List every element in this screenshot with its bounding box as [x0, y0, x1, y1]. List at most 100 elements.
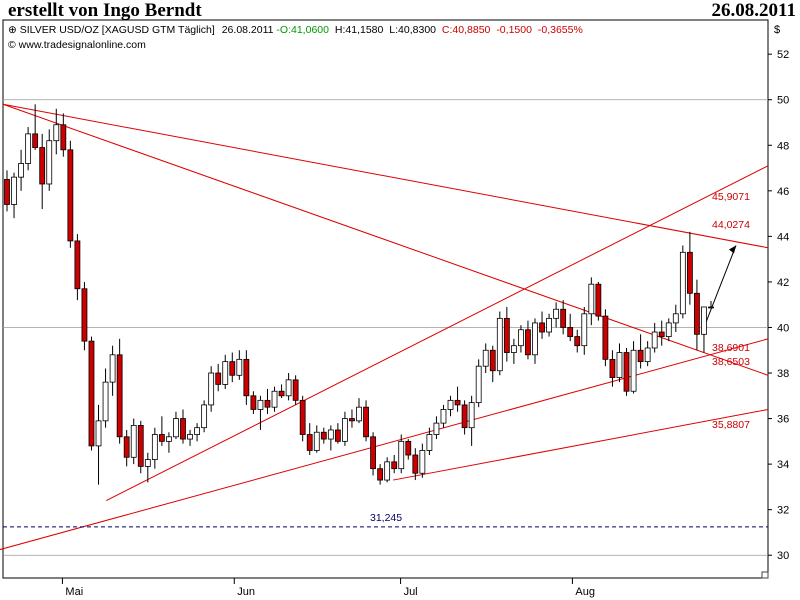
candle	[130, 418, 137, 465]
candle	[180, 409, 186, 444]
high-value: H:41,1580	[335, 24, 384, 36]
candle-body	[609, 358, 616, 378]
candle-body	[123, 436, 130, 458]
candle-body	[532, 322, 538, 356]
candle-body	[74, 240, 81, 290]
price-label: 31,245	[370, 512, 402, 524]
candle	[158, 416, 165, 446]
candle-body	[67, 149, 74, 242]
candle-body	[4, 179, 10, 205]
resize-handle-icon[interactable]	[761, 571, 769, 579]
candle-body	[665, 322, 672, 337]
candle	[123, 429, 130, 467]
candle	[46, 129, 53, 191]
candle	[440, 404, 447, 428]
source-credit: © www.tradesignalonline.com	[8, 39, 146, 51]
candle	[398, 434, 405, 474]
candle-body	[25, 133, 32, 164]
candle	[672, 304, 679, 333]
low-value: L:40,8300	[389, 24, 436, 36]
candle	[11, 172, 17, 219]
candle	[334, 423, 341, 444]
candle	[581, 306, 588, 355]
candle-body	[166, 436, 172, 442]
candles	[4, 104, 714, 485]
candle-body	[525, 329, 531, 356]
candle	[173, 411, 179, 440]
arrow-head-icon	[729, 245, 736, 254]
candle	[208, 366, 215, 412]
candle-body	[377, 468, 384, 481]
candle-body	[616, 352, 623, 378]
candle-body	[679, 251, 686, 315]
plot-area	[2, 19, 769, 579]
candle-body	[574, 336, 581, 347]
y-tick-label: 30	[777, 550, 789, 562]
candle	[454, 386, 461, 412]
candle	[595, 281, 602, 321]
currency-label: $	[774, 24, 780, 36]
candle-body	[81, 288, 88, 342]
candle-body	[257, 399, 264, 410]
candle	[18, 149, 24, 191]
candle	[686, 231, 693, 305]
candle	[363, 400, 369, 442]
candle	[243, 350, 250, 405]
price-label: 38,6901	[712, 342, 750, 354]
candle	[236, 350, 243, 380]
y-tick-label: 44	[777, 231, 789, 243]
instrument-date: 26.08.2011	[222, 24, 274, 36]
y-tick-label: 38	[777, 368, 789, 380]
candle	[95, 404, 102, 485]
candle	[532, 318, 538, 364]
candle	[306, 423, 313, 456]
candle	[285, 373, 292, 401]
price-labels: 45,9071 44,0274 38,6901 38,6503 35,8807 31,24…	[370, 191, 750, 524]
candle	[53, 108, 60, 155]
candle-body	[489, 349, 496, 372]
x-tick-label: Aug	[575, 586, 595, 598]
author-title: erstellt von Ingo Berndt	[8, 0, 202, 21]
candle	[553, 302, 560, 328]
candle	[694, 279, 700, 351]
candle	[574, 329, 581, 353]
candle-body	[658, 331, 665, 337]
candle	[102, 368, 109, 428]
candle-body	[201, 404, 208, 429]
candle-body	[130, 425, 137, 458]
candle	[447, 395, 454, 417]
candle-body	[327, 429, 334, 440]
candle	[546, 313, 552, 337]
candle	[356, 398, 362, 424]
candle	[4, 170, 10, 212]
candle	[419, 443, 426, 478]
candle	[644, 341, 651, 367]
candle-symbol-icon: ⊕	[8, 24, 20, 36]
candle-body	[560, 308, 567, 328]
candle-body	[349, 418, 355, 422]
candle	[320, 427, 327, 444]
candle-body	[158, 434, 165, 442]
candle-body	[426, 434, 433, 451]
candle	[88, 336, 95, 451]
candle-body	[440, 409, 447, 424]
candle-body	[546, 317, 552, 333]
candle	[271, 386, 278, 412]
candle	[278, 384, 285, 399]
candle-body	[53, 124, 60, 142]
candle-body	[496, 317, 503, 372]
candle-body	[637, 349, 644, 363]
instrument-info-line: ⊕ SILVER USD/OZ [XAGUSD GTM Täglich] 26.…	[8, 24, 583, 36]
candle-body	[518, 329, 524, 347]
candle	[510, 338, 517, 364]
candle-body	[588, 283, 595, 315]
change-value: -0,1500	[496, 24, 532, 36]
candle-body	[144, 459, 151, 467]
candle-body	[187, 434, 193, 440]
candle-body	[102, 381, 109, 422]
candle	[496, 311, 503, 376]
candle-body	[412, 454, 419, 474]
candle	[151, 427, 158, 469]
